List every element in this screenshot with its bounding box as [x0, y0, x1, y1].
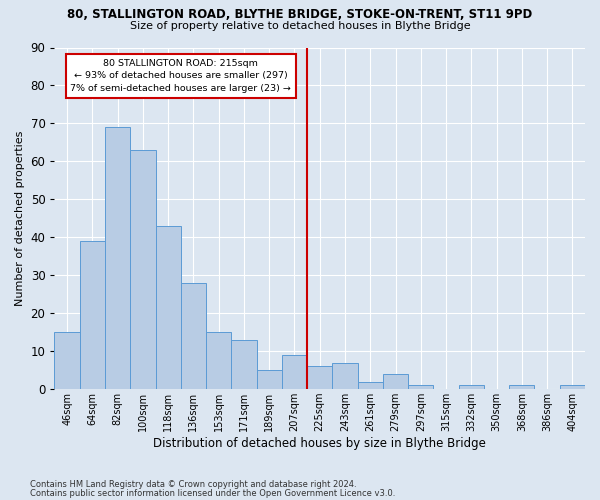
Bar: [282, 355, 307, 389]
Bar: [80, 241, 105, 389]
Bar: [458, 386, 484, 389]
Text: 80 STALLINGTON ROAD: 215sqm
← 93% of detached houses are smaller (297)
7% of sem: 80 STALLINGTON ROAD: 215sqm ← 93% of det…: [70, 59, 291, 93]
Text: Size of property relative to detached houses in Blythe Bridge: Size of property relative to detached ho…: [130, 21, 470, 31]
Bar: [257, 370, 282, 389]
Text: Contains HM Land Registry data © Crown copyright and database right 2024.: Contains HM Land Registry data © Crown c…: [30, 480, 356, 489]
Bar: [130, 150, 155, 389]
Bar: [206, 332, 232, 389]
Bar: [332, 362, 358, 389]
Bar: [55, 332, 80, 389]
Bar: [383, 374, 408, 389]
Y-axis label: Number of detached properties: Number of detached properties: [15, 130, 25, 306]
Bar: [509, 386, 535, 389]
Text: 80, STALLINGTON ROAD, BLYTHE BRIDGE, STOKE-ON-TRENT, ST11 9PD: 80, STALLINGTON ROAD, BLYTHE BRIDGE, STO…: [67, 8, 533, 20]
X-axis label: Distribution of detached houses by size in Blythe Bridge: Distribution of detached houses by size …: [153, 437, 486, 450]
Bar: [408, 386, 433, 389]
Bar: [358, 382, 383, 389]
Bar: [560, 386, 585, 389]
Bar: [232, 340, 257, 389]
Bar: [307, 366, 332, 389]
Bar: [181, 283, 206, 389]
Bar: [155, 226, 181, 389]
Bar: [105, 127, 130, 389]
Text: Contains public sector information licensed under the Open Government Licence v3: Contains public sector information licen…: [30, 489, 395, 498]
